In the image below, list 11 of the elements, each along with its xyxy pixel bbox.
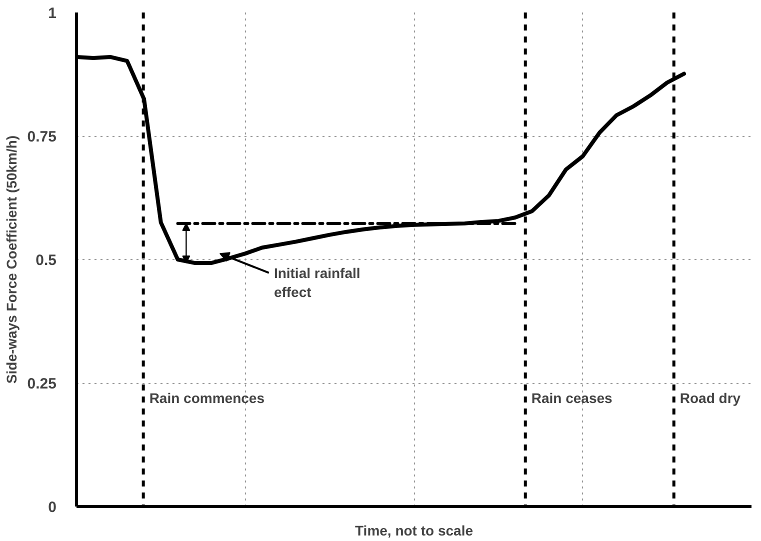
annotation: Initial rainfall effect xyxy=(274,264,360,300)
y-tick-label: 1 xyxy=(48,5,56,22)
y-tick-label: 0.5 xyxy=(36,252,57,269)
y-axis-title: Side-ways Force Coefficient (50km/h) xyxy=(3,135,20,384)
y-tick-label: 0.25 xyxy=(27,376,57,392)
y-tick-label: 0 xyxy=(48,499,56,516)
annotation: Rain commences xyxy=(149,390,265,406)
y-tick-label: 0.75 xyxy=(27,128,57,146)
x-axis-title: Time, not to scale xyxy=(355,522,474,538)
annotation: Rain ceases xyxy=(531,390,613,406)
annotation: Road dry xyxy=(680,390,741,406)
